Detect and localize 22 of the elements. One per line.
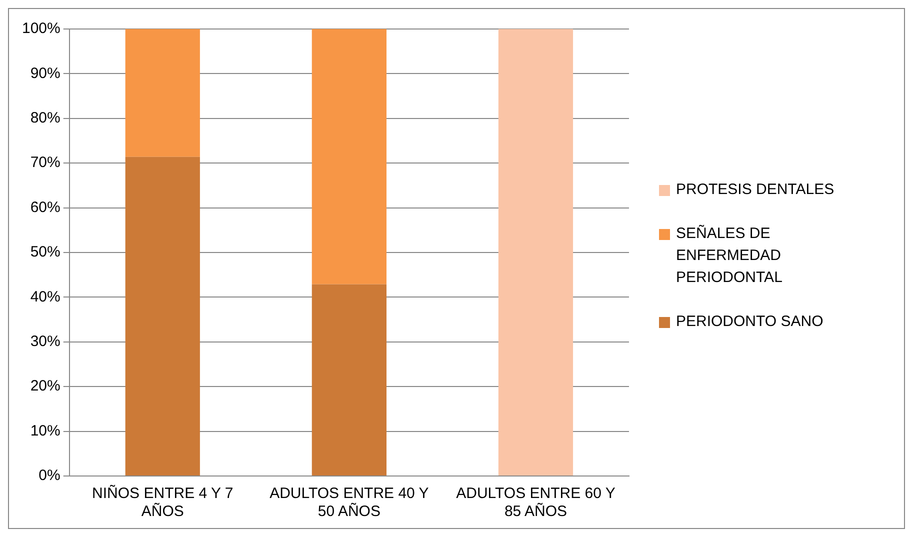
y-tick-label: 30% bbox=[30, 333, 60, 350]
y-tick-label: 100% bbox=[22, 20, 60, 38]
bar bbox=[312, 284, 386, 476]
x-tick-label: ADULTOS ENTRE 40 Y 50 AÑOS bbox=[270, 485, 429, 520]
y-tick-label: 70% bbox=[30, 154, 60, 172]
y-tick-label: 90% bbox=[30, 64, 60, 82]
x-tick-label: ADULTOS ENTRE 60 Y 85 AÑOS bbox=[456, 485, 616, 520]
bar bbox=[125, 29, 200, 157]
x-tick-label: NIÑOS ENTRE 4 Y 7 AÑOS bbox=[92, 484, 234, 520]
y-tick-label: 50% bbox=[30, 244, 60, 261]
bar bbox=[125, 156, 200, 476]
legend-label: PERIODONTO SANO bbox=[676, 312, 824, 332]
bar bbox=[312, 29, 386, 284]
y-tick-label: 60% bbox=[30, 198, 60, 216]
bar bbox=[498, 29, 574, 476]
y-tick-label: 20% bbox=[30, 378, 60, 395]
y-tick-label: 80% bbox=[30, 110, 60, 127]
y-tick-label: 40% bbox=[30, 288, 60, 306]
y-tick-label: 10% bbox=[30, 422, 60, 440]
y-tick-label: 0% bbox=[38, 467, 60, 484]
legend-label: PROTESIS DENTALES bbox=[676, 180, 836, 200]
legend-label: SEÑALES DE ENFERMEDAD PERIODONTAL bbox=[676, 224, 784, 288]
